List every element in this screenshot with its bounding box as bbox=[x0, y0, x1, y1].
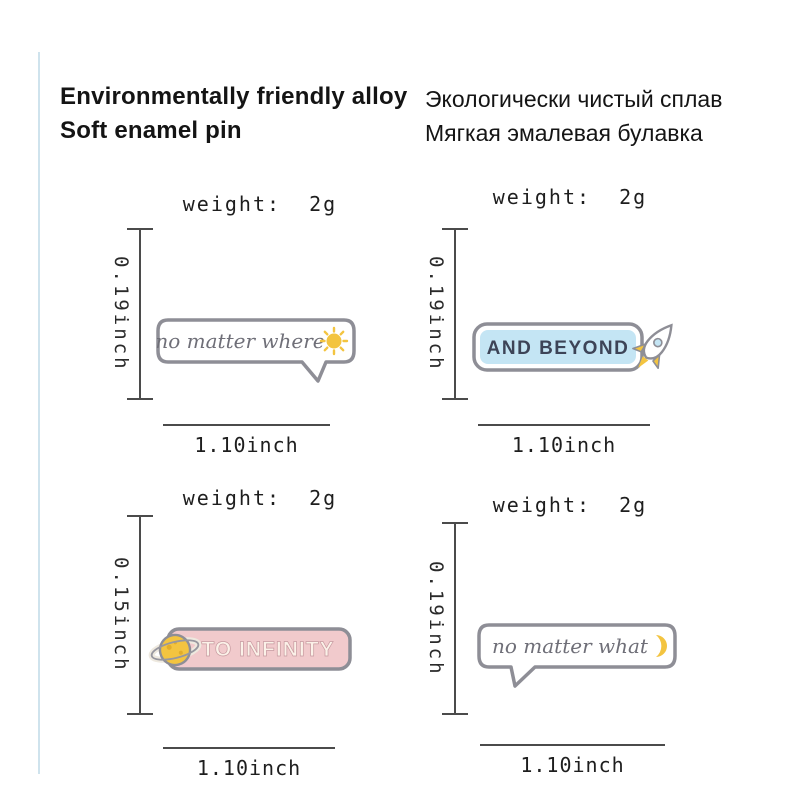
weight-label-4: weight: 2g bbox=[492, 493, 648, 517]
product-title-ru-line1: Экологически чистый сплав bbox=[425, 86, 723, 112]
width-dimension-label-2: 1.10inch bbox=[511, 433, 617, 457]
width-measure-1: 1.10inch bbox=[163, 424, 330, 457]
height-dimension-line-1 bbox=[127, 228, 153, 400]
height-dimension-label-3: 0.15inch bbox=[110, 557, 132, 673]
height-dimension-line-3 bbox=[127, 515, 153, 715]
pin-text-3: TO INFINITY bbox=[201, 638, 334, 661]
width-dimension-label-3: 1.10inch bbox=[196, 756, 302, 780]
height-measure-3: 0.15inch bbox=[110, 515, 153, 715]
weight-label-2: weight: 2g bbox=[492, 185, 648, 209]
width-dimension-label-4: 1.10inch bbox=[520, 753, 625, 777]
pin-bar-fill-2 bbox=[480, 330, 636, 364]
sun-icon bbox=[319, 326, 349, 356]
width-measure-2: 1.10inch bbox=[478, 424, 650, 457]
height-dimension-label-4: 0.19inch bbox=[425, 560, 447, 677]
product-title-en: Environmentally friendly alloy Soft enam… bbox=[60, 80, 407, 148]
moon-icon bbox=[656, 635, 667, 657]
height-dimension-label-2: 0.19inch bbox=[425, 256, 447, 372]
weight-label-3: weight: 2g bbox=[182, 486, 338, 510]
speech-bubble-shape bbox=[477, 623, 677, 688]
pin-no-matter-what: no matter what bbox=[477, 623, 677, 688]
height-dimension-line-2 bbox=[442, 228, 468, 400]
width-dimension-label-1: 1.10inch bbox=[194, 433, 299, 457]
height-dimension-label-1: 0.19inch bbox=[110, 256, 132, 372]
width-dimension-line-4 bbox=[480, 744, 665, 746]
product-title-ru: Экологически чистый сплав Мягкая эмалева… bbox=[425, 82, 722, 150]
planet-icon bbox=[148, 633, 202, 667]
speech-bubble-shape bbox=[156, 318, 356, 383]
width-measure-3: 1.10inch bbox=[163, 747, 335, 780]
width-dimension-line-1 bbox=[163, 424, 330, 426]
width-dimension-line-2 bbox=[478, 424, 650, 426]
width-dimension-line-3 bbox=[163, 747, 335, 749]
pin-and-beyond: AND BEYOND bbox=[472, 322, 673, 372]
weight-label-1: weight: 2g bbox=[182, 192, 338, 216]
pin-text-2: AND BEYOND bbox=[487, 338, 630, 359]
pin-text-4: no matter what bbox=[492, 634, 649, 658]
pin-no-matter-where: no matter where bbox=[155, 318, 356, 383]
product-title-en-line2: Soft enamel pin bbox=[60, 117, 242, 144]
height-dimension-line-4 bbox=[442, 522, 468, 715]
height-measure-1: 0.19inch bbox=[110, 228, 153, 400]
width-measure-4: 1.10inch bbox=[480, 744, 665, 777]
height-measure-2: 0.19inch bbox=[425, 228, 468, 400]
pin-text-1: no matter where bbox=[155, 329, 324, 353]
left-border-line bbox=[38, 52, 40, 774]
product-title-ru-line2: Мягкая эмалевая булавка bbox=[425, 120, 703, 146]
pin-to-infinity: TO INFINITY bbox=[148, 627, 352, 671]
product-title-en-line1: Environmentally friendly alloy bbox=[60, 83, 408, 110]
height-measure-4: 0.19inch bbox=[425, 522, 468, 715]
rocket-icon bbox=[632, 323, 673, 370]
